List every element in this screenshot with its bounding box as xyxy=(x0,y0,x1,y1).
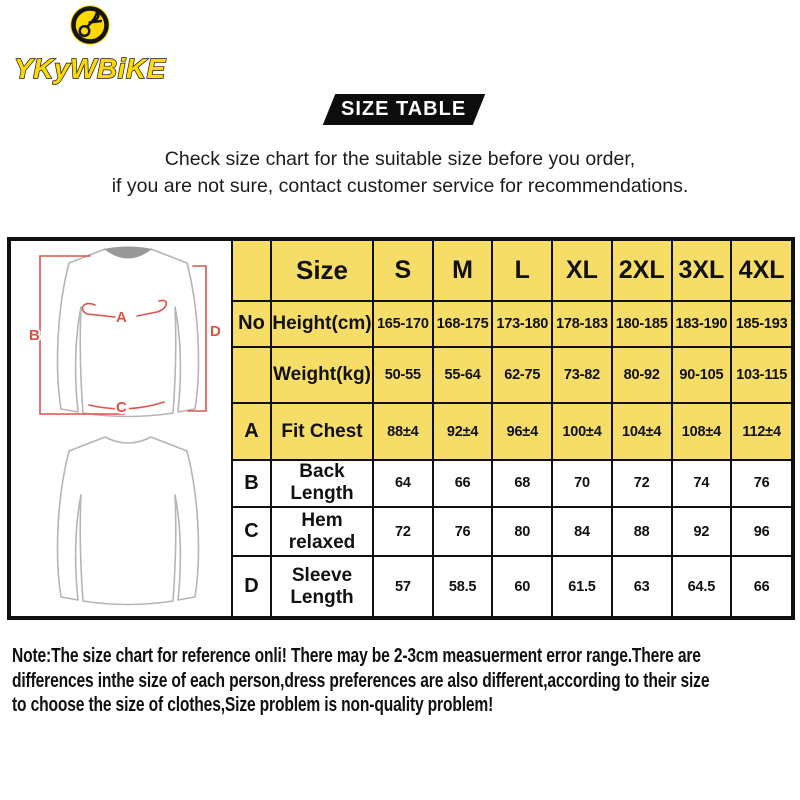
size-header-cell: Size xyxy=(270,241,374,302)
brand-logo: YKyWBiKE xyxy=(0,0,190,92)
note-line-2: differences inthe size of each person,dr… xyxy=(12,669,710,692)
table-cell: 173-180 xyxy=(491,299,554,348)
table-cell: 74 xyxy=(670,458,733,509)
table-cell: 88±4 xyxy=(372,402,434,461)
row-label-cell: Sleeve Length xyxy=(270,555,374,616)
table-cell: 66 xyxy=(730,555,791,616)
table-cell: 183-190 xyxy=(670,299,733,348)
table-cell: 90-105 xyxy=(670,345,733,405)
measure-label-c: C xyxy=(116,399,127,416)
table-cell: 84 xyxy=(551,506,613,558)
row-label-cell: Back Length xyxy=(270,458,374,509)
size-table: Size S M L XL 2XL 3XL 4XL No Height(cm) … xyxy=(233,241,791,616)
table-cell: 57 xyxy=(372,555,434,616)
table-row-hem-relaxed: C Hem relaxed 72 76 80 84 88 92 96 xyxy=(233,506,791,558)
table-cell: 72 xyxy=(372,506,434,558)
corner-cell xyxy=(233,241,272,302)
row-letter-cell: D xyxy=(233,555,272,616)
table-cell: 76 xyxy=(730,458,791,509)
table-cell: 80 xyxy=(491,506,554,558)
col-header-3xl: 3XL xyxy=(670,241,733,302)
table-row-weight: Weight(kg) 50-55 55-64 62-75 73-82 80-92… xyxy=(233,345,791,405)
table-cell: 178-183 xyxy=(551,299,613,348)
table-cell: 66 xyxy=(431,458,494,509)
col-header-l: L xyxy=(491,241,554,302)
table-cell: 64.5 xyxy=(670,555,733,616)
table-cell: 58.5 xyxy=(431,555,494,616)
measure-a-tape xyxy=(81,299,168,318)
table-cell: 62-75 xyxy=(491,345,554,405)
table-cell: 63 xyxy=(610,555,673,616)
col-header-m: M xyxy=(431,241,494,302)
table-cell: 104±4 xyxy=(610,402,673,461)
size-table-title: SIZE TABLE xyxy=(341,98,467,120)
table-cell: 68 xyxy=(491,458,554,509)
row-label-cell: Hem relaxed xyxy=(270,506,374,558)
table-cell: 96 xyxy=(730,506,791,558)
col-header-2xl: 2XL xyxy=(610,241,673,302)
intro-text: Check size chart for the suitable size b… xyxy=(0,146,800,200)
row-letter-cell: B xyxy=(233,458,272,509)
table-row-fit-chest: A Fit Chest 88±4 92±4 96±4 100±4 104±4 1… xyxy=(233,402,791,461)
table-cell: 73-82 xyxy=(551,345,613,405)
brand-name: YKyWBiKE xyxy=(14,53,167,84)
row-letter-cell: A xyxy=(233,402,272,461)
front-shirt-diagram: A B C D xyxy=(27,246,223,418)
table-cell: 60 xyxy=(491,555,554,616)
table-row-back-length: B Back Length 64 66 68 70 72 74 76 xyxy=(233,458,791,509)
table-cell: 61.5 xyxy=(551,555,613,616)
table-row-sleeve-length: D Sleeve Length 57 58.5 60 61.5 63 64.5 … xyxy=(233,555,791,616)
size-table-banner: SIZE TABLE xyxy=(322,94,486,125)
measure-b-bracket xyxy=(39,255,125,415)
table-cell: 92 xyxy=(670,506,733,558)
intro-line-2: if you are not sure, contact customer se… xyxy=(111,175,689,197)
table-cell: 64 xyxy=(372,458,434,509)
table-cell: 96±4 xyxy=(491,402,554,461)
measure-c-curve xyxy=(88,401,165,410)
col-header-4xl: 4XL xyxy=(730,241,791,302)
table-cell: 92±4 xyxy=(431,402,494,461)
row-label-cell: Height(cm) xyxy=(270,299,374,348)
note-line-1: Note:The size chart for reference onli! … xyxy=(12,645,701,667)
table-cell: 180-185 xyxy=(610,299,673,348)
table-row-height: No Height(cm) 165-170 168-175 173-180 17… xyxy=(233,299,791,348)
table-cell: 76 xyxy=(431,506,494,558)
table-cell: 80-92 xyxy=(610,345,673,405)
row-letter-cell xyxy=(233,345,272,405)
note-text: Note:The size chart for reference onli! … xyxy=(12,644,710,718)
table-cell: 70 xyxy=(551,458,613,509)
measure-label-a: A xyxy=(116,309,127,326)
brand-badge-icon xyxy=(70,5,110,45)
table-cell: 88 xyxy=(610,506,673,558)
row-label-cell: Fit Chest xyxy=(270,402,374,461)
measure-label-b: B xyxy=(29,327,40,344)
table-cell: 72 xyxy=(610,458,673,509)
col-header-s: S xyxy=(372,241,434,302)
table-cell: 103-115 xyxy=(730,345,791,405)
note-line-3: to choose the size of clothes,Size probl… xyxy=(12,694,494,716)
header-row: Size S M L XL 2XL 3XL 4XL xyxy=(233,241,791,302)
table-cell: 168-175 xyxy=(431,299,494,348)
table-cell: 185-193 xyxy=(730,299,791,348)
measure-label-d: D xyxy=(210,323,221,340)
table-cell: 165-170 xyxy=(372,299,434,348)
table-cell: 50-55 xyxy=(372,345,434,405)
back-shirt-diagram xyxy=(56,436,200,606)
shirt-diagram-panel: A B C D xyxy=(11,241,233,616)
table-cell: 100±4 xyxy=(551,402,613,461)
col-header-xl: XL xyxy=(551,241,613,302)
row-label-cell: Weight(kg) xyxy=(270,345,374,405)
table-cell: 108±4 xyxy=(670,402,733,461)
size-chart: A B C D Size S M L XL 2XL 3XL 4XL No xyxy=(7,237,795,620)
row-letter-cell: C xyxy=(233,506,272,558)
intro-line-1: Check size chart for the suitable size b… xyxy=(164,148,636,170)
table-cell: 55-64 xyxy=(431,345,494,405)
collar-shape xyxy=(104,246,152,259)
measure-d-bracket xyxy=(187,265,207,412)
table-cell: 112±4 xyxy=(730,402,791,461)
row-letter-cell: No xyxy=(233,299,272,348)
